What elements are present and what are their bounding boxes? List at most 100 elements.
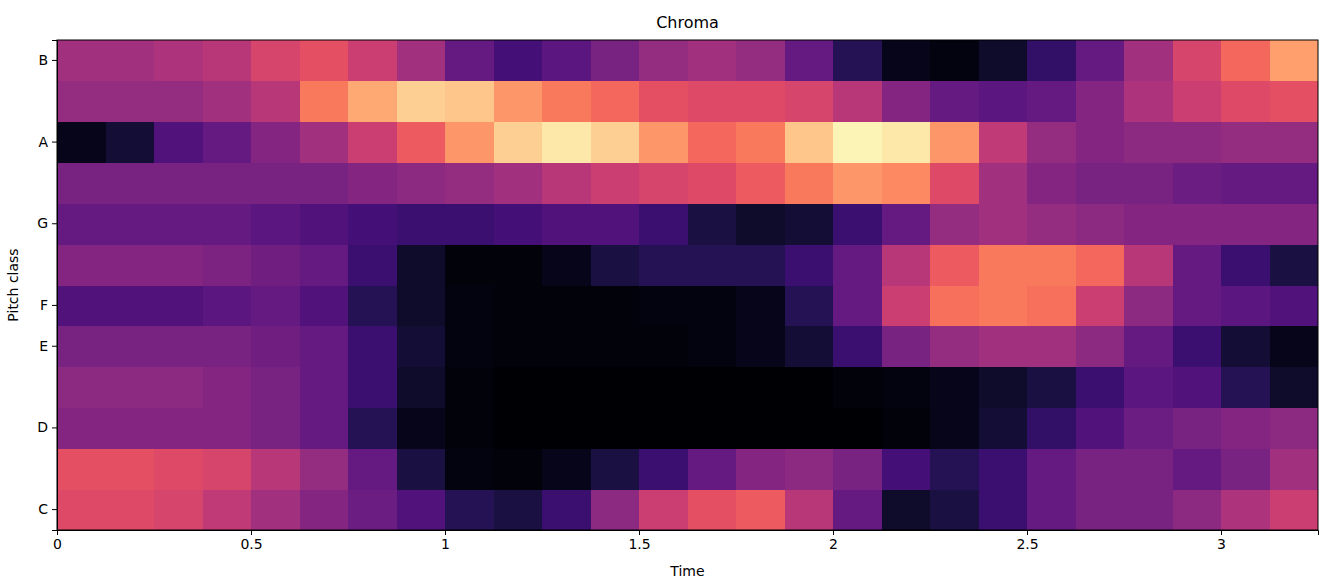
heatmap-cell bbox=[930, 408, 979, 449]
heatmap-cell bbox=[591, 326, 640, 367]
heatmap-cell bbox=[203, 489, 252, 530]
heatmap-cell bbox=[591, 163, 640, 204]
heatmap-cell bbox=[397, 489, 446, 530]
heatmap-cell bbox=[542, 326, 591, 367]
x-tick-mark bbox=[1221, 530, 1222, 535]
heatmap-cell bbox=[300, 408, 349, 449]
heatmap-cell bbox=[591, 244, 640, 285]
plot-area: 00.511.522.53CDEFGAB bbox=[37, 40, 1318, 552]
heatmap-cell bbox=[688, 40, 737, 81]
heatmap-cell bbox=[1173, 122, 1222, 163]
heatmap-cell bbox=[1027, 122, 1076, 163]
heatmap-cell bbox=[1173, 40, 1222, 81]
heatmap-cell bbox=[1221, 203, 1270, 244]
heatmap-cell bbox=[203, 40, 252, 81]
heatmap-cell bbox=[1221, 448, 1270, 489]
heatmap-cell bbox=[639, 448, 688, 489]
heatmap-cell bbox=[1124, 408, 1173, 449]
heatmap-cell bbox=[154, 122, 203, 163]
heatmap-cell bbox=[785, 122, 834, 163]
heatmap-cell bbox=[542, 489, 591, 530]
heatmap-cell bbox=[542, 367, 591, 408]
heatmap-cell bbox=[882, 244, 931, 285]
heatmap-cell bbox=[300, 40, 349, 81]
heatmap-cell bbox=[1270, 40, 1319, 81]
heatmap-cell bbox=[154, 367, 203, 408]
heatmap-cell bbox=[979, 40, 1028, 81]
heatmap-cell bbox=[1124, 367, 1173, 408]
heatmap-cell bbox=[1270, 367, 1319, 408]
heatmap-cell bbox=[1270, 122, 1319, 163]
heatmap-cell bbox=[785, 81, 834, 122]
heatmap-cell bbox=[542, 163, 591, 204]
heatmap-cell bbox=[154, 81, 203, 122]
heatmap-cell bbox=[57, 367, 106, 408]
heatmap-cell bbox=[57, 489, 106, 530]
heatmap-cell bbox=[106, 326, 155, 367]
y-tick-mark bbox=[52, 223, 57, 224]
heatmap-cell bbox=[348, 244, 397, 285]
heatmap-cell bbox=[785, 203, 834, 244]
heatmap-cell bbox=[445, 448, 494, 489]
heatmap-cell bbox=[542, 448, 591, 489]
heatmap-cell bbox=[1076, 203, 1125, 244]
heatmap-cell bbox=[494, 81, 543, 122]
y-tick-mark bbox=[52, 305, 57, 306]
heatmap-cell bbox=[300, 244, 349, 285]
heatmap-cell bbox=[1221, 489, 1270, 530]
heatmap-cell bbox=[979, 367, 1028, 408]
heatmap-cell bbox=[154, 40, 203, 81]
heatmap-cell bbox=[397, 326, 446, 367]
heatmap-cell bbox=[591, 285, 640, 326]
heatmap-cell bbox=[882, 40, 931, 81]
heatmap-cell bbox=[57, 163, 106, 204]
heatmap-cell bbox=[445, 163, 494, 204]
heatmap-cell bbox=[1027, 163, 1076, 204]
heatmap-cell bbox=[203, 244, 252, 285]
heatmap-cell bbox=[930, 448, 979, 489]
heatmap-cell bbox=[203, 408, 252, 449]
heatmap-cell bbox=[1173, 367, 1222, 408]
y-tick-label: B bbox=[38, 52, 48, 68]
heatmap-cell bbox=[106, 408, 155, 449]
heatmap-cell bbox=[833, 408, 882, 449]
heatmap-cell bbox=[979, 448, 1028, 489]
x-tick-label: 0 bbox=[53, 536, 62, 552]
heatmap-cell bbox=[1221, 163, 1270, 204]
heatmap-cell bbox=[106, 122, 155, 163]
heatmap-cell bbox=[736, 448, 785, 489]
heatmap-cell bbox=[445, 326, 494, 367]
heatmap-cell bbox=[785, 285, 834, 326]
heatmap-cell bbox=[1124, 122, 1173, 163]
heatmap-cell bbox=[154, 244, 203, 285]
x-tick-label: 0.5 bbox=[240, 536, 262, 552]
cells bbox=[57, 40, 1318, 530]
heatmap-cell bbox=[1124, 285, 1173, 326]
heatmap-cell bbox=[1221, 81, 1270, 122]
heatmap-cell bbox=[1027, 326, 1076, 367]
chart: 00.511.522.53CDEFGABChromaTimePitch clas… bbox=[0, 0, 1324, 582]
heatmap-cell bbox=[833, 367, 882, 408]
heatmap-cell bbox=[688, 244, 737, 285]
heatmap-cell bbox=[688, 122, 737, 163]
heatmap-cell bbox=[882, 285, 931, 326]
heatmap-cell bbox=[882, 408, 931, 449]
heatmap-cell bbox=[445, 408, 494, 449]
heatmap-cell bbox=[57, 40, 106, 81]
heatmap-cell bbox=[445, 244, 494, 285]
y-axis-title: Pitch class bbox=[5, 248, 21, 321]
heatmap-cell bbox=[1076, 408, 1125, 449]
heatmap-cell bbox=[591, 122, 640, 163]
heatmap-cell bbox=[1221, 122, 1270, 163]
heatmap-cell bbox=[833, 203, 882, 244]
heatmap-cell bbox=[833, 489, 882, 530]
heatmap-cell bbox=[251, 40, 300, 81]
heatmap-cell bbox=[445, 367, 494, 408]
heatmap-cell bbox=[251, 203, 300, 244]
heatmap-cell bbox=[106, 203, 155, 244]
heatmap-cell bbox=[1270, 448, 1319, 489]
heatmap-cell bbox=[1076, 367, 1125, 408]
heatmap-cell bbox=[1173, 326, 1222, 367]
heatmap-cell bbox=[348, 489, 397, 530]
heatmap-cell bbox=[154, 203, 203, 244]
